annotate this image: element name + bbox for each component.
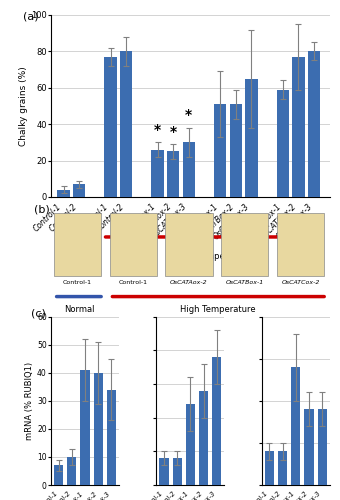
FancyBboxPatch shape <box>221 213 269 276</box>
Text: High Temperature: High Temperature <box>174 252 250 260</box>
Text: (a): (a) <box>23 12 39 22</box>
Bar <box>265 452 274 485</box>
Text: *: * <box>154 123 161 137</box>
Bar <box>318 410 327 485</box>
Bar <box>304 410 313 485</box>
Bar <box>104 57 117 197</box>
Bar <box>199 391 208 485</box>
Bar <box>167 152 180 197</box>
Text: OsCATCox-2: OsCATCox-2 <box>281 280 320 285</box>
Bar <box>245 78 258 197</box>
Y-axis label: Chalky grains (%): Chalky grains (%) <box>19 66 28 146</box>
FancyBboxPatch shape <box>165 213 213 276</box>
Bar <box>151 150 164 197</box>
Text: Control-1: Control-1 <box>119 280 148 285</box>
Bar <box>54 466 63 485</box>
Bar <box>212 357 221 485</box>
Bar <box>183 142 195 197</box>
Bar <box>80 370 90 485</box>
Bar <box>276 90 289 197</box>
Text: (b): (b) <box>34 204 50 214</box>
Text: Normal: Normal <box>56 252 87 260</box>
Bar <box>159 458 169 485</box>
Bar <box>308 52 320 197</box>
Bar <box>278 452 287 485</box>
Y-axis label: mRNA (% RUBIQ1): mRNA (% RUBIQ1) <box>25 362 34 440</box>
Bar <box>186 404 195 485</box>
Bar <box>291 367 301 485</box>
Text: Normal: Normal <box>64 305 94 314</box>
Bar <box>94 373 103 485</box>
FancyBboxPatch shape <box>109 213 157 276</box>
Text: *: * <box>170 124 177 138</box>
Bar <box>73 184 85 197</box>
Text: Control-1: Control-1 <box>63 280 92 285</box>
Text: High Temperature: High Temperature <box>181 305 256 314</box>
Text: *: * <box>185 108 192 122</box>
FancyBboxPatch shape <box>54 213 101 276</box>
Bar <box>57 190 70 197</box>
Bar <box>230 104 242 197</box>
Bar <box>292 57 305 197</box>
Text: OsCATBox-1: OsCATBox-1 <box>226 280 264 285</box>
Bar <box>173 458 182 485</box>
Bar <box>214 104 226 197</box>
Text: OsCATAox-2: OsCATAox-2 <box>170 280 208 285</box>
Bar <box>67 457 76 485</box>
FancyBboxPatch shape <box>277 213 324 276</box>
Bar <box>107 390 116 485</box>
Bar <box>120 52 133 197</box>
Text: (c): (c) <box>31 308 46 318</box>
